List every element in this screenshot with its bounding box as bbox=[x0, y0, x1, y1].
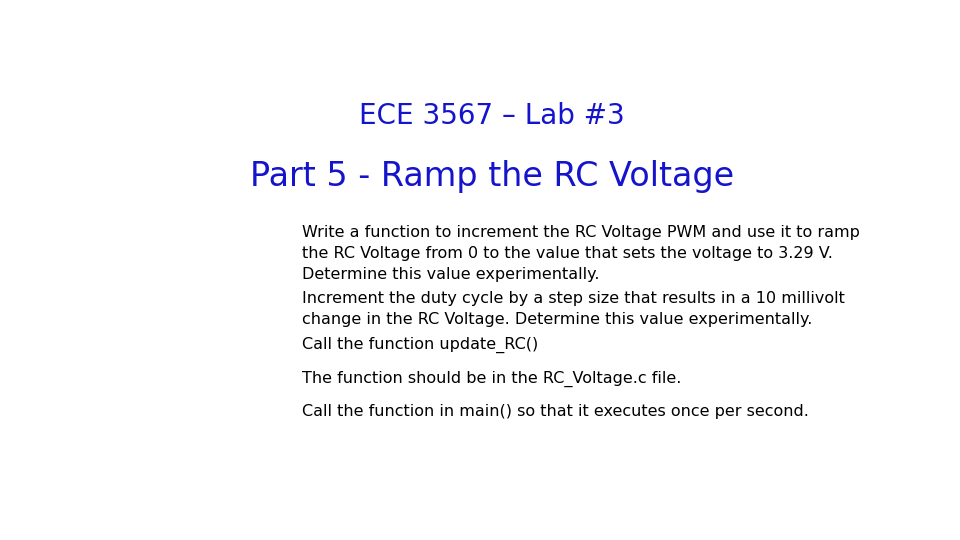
Text: Increment the duty cycle by a step size that results in a 10 millivolt
change in: Increment the duty cycle by a step size … bbox=[302, 292, 845, 327]
Text: Call the function update_RC(): Call the function update_RC() bbox=[302, 337, 539, 353]
Text: ECE 3567 – Lab #3: ECE 3567 – Lab #3 bbox=[359, 102, 625, 130]
Text: Call the function in main() so that it executes once per second.: Call the function in main() so that it e… bbox=[302, 404, 809, 418]
Text: Part 5 - Ramp the RC Voltage: Part 5 - Ramp the RC Voltage bbox=[250, 160, 734, 193]
Text: The function should be in the RC_Voltage.c file.: The function should be in the RC_Voltage… bbox=[302, 370, 682, 387]
Text: Write a function to increment the RC Voltage PWM and use it to ramp
the RC Volta: Write a function to increment the RC Vol… bbox=[302, 225, 860, 282]
